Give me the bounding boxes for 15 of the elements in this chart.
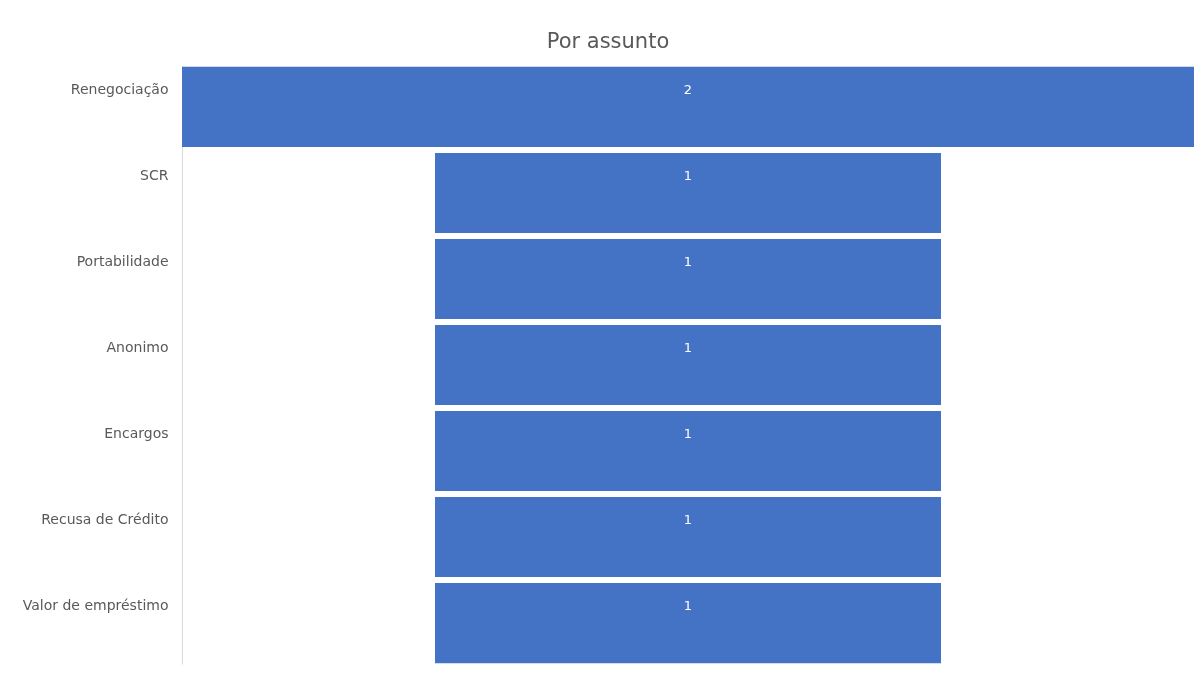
category-label: SCR [140,166,169,183]
data-label: 1 [683,598,693,614]
data-label: 1 [683,512,693,528]
category-label: Renegociação [70,80,169,97]
category-label: Portabilidade [76,252,169,269]
data-label: 1 [683,253,693,269]
data-label: 1 [683,167,693,183]
data-label: 1 [683,340,693,355]
category-label: Recusa de Crédito [41,511,169,528]
data-label: 1 [683,426,693,442]
category-label: Encargos [104,425,169,442]
category-label: Valor de empréstimo [22,597,169,614]
category-label: Anonimo [106,339,169,355]
data-label: 2 [683,81,693,97]
text: Por assunto [546,29,670,53]
